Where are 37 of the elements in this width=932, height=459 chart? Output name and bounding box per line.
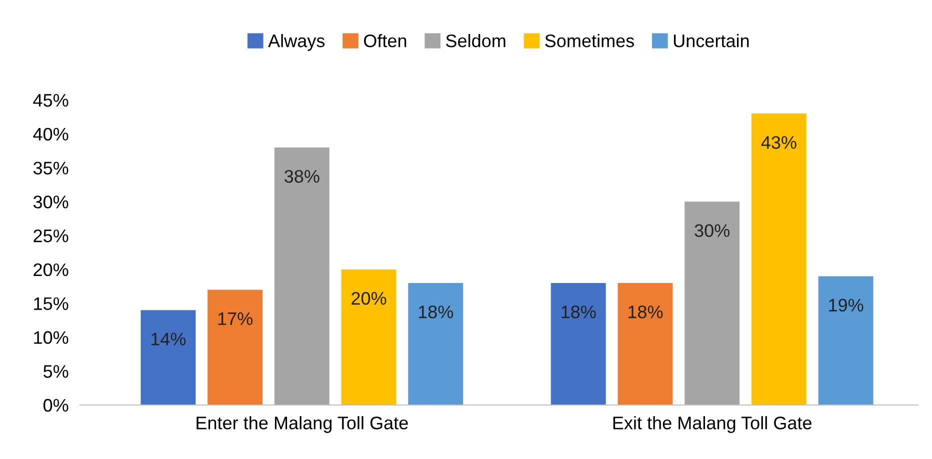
legend-label: Often xyxy=(364,34,406,48)
bar xyxy=(140,310,196,405)
bar xyxy=(550,283,606,405)
x-tick-label: Exit the Malang Toll Gate xyxy=(613,416,812,433)
bar xyxy=(341,269,396,405)
bar xyxy=(208,290,263,405)
bar xyxy=(684,202,740,405)
y-tick-label: 0% xyxy=(44,398,68,412)
y-tick-label: 40% xyxy=(33,128,68,141)
x-tick-label: Enter the Malang Toll Gate xyxy=(196,416,408,433)
data-label: 43% xyxy=(761,136,796,149)
y-tick-label: 10% xyxy=(34,331,68,344)
legend-label: Seldom xyxy=(446,34,506,48)
data-label: 18% xyxy=(628,306,663,318)
data-label: 38% xyxy=(284,170,320,183)
y-tick-label: 15% xyxy=(34,297,68,310)
legend-label: Sometimes xyxy=(545,34,634,48)
bar xyxy=(408,283,464,405)
data-label: 17% xyxy=(218,312,252,326)
data-label: 18% xyxy=(562,306,596,318)
y-tick-label: 20% xyxy=(34,263,68,276)
y-tick-label: 5% xyxy=(44,365,68,378)
y-tick-label: 25% xyxy=(34,229,68,242)
bar xyxy=(818,276,874,405)
legend-label: Always xyxy=(268,34,325,51)
y-tick-label: 35% xyxy=(33,162,68,174)
y-tick-label: 30% xyxy=(33,196,68,208)
data-label: 30% xyxy=(694,224,730,237)
data-label: 18% xyxy=(418,306,454,318)
data-label: 19% xyxy=(829,298,864,312)
bar xyxy=(618,283,673,405)
data-label: 20% xyxy=(352,292,386,305)
bar xyxy=(751,114,806,405)
bar xyxy=(274,147,330,405)
y-tick-label: 45% xyxy=(33,94,68,107)
legend-label: Uncertain xyxy=(674,34,749,48)
data-label: 14% xyxy=(151,332,186,346)
